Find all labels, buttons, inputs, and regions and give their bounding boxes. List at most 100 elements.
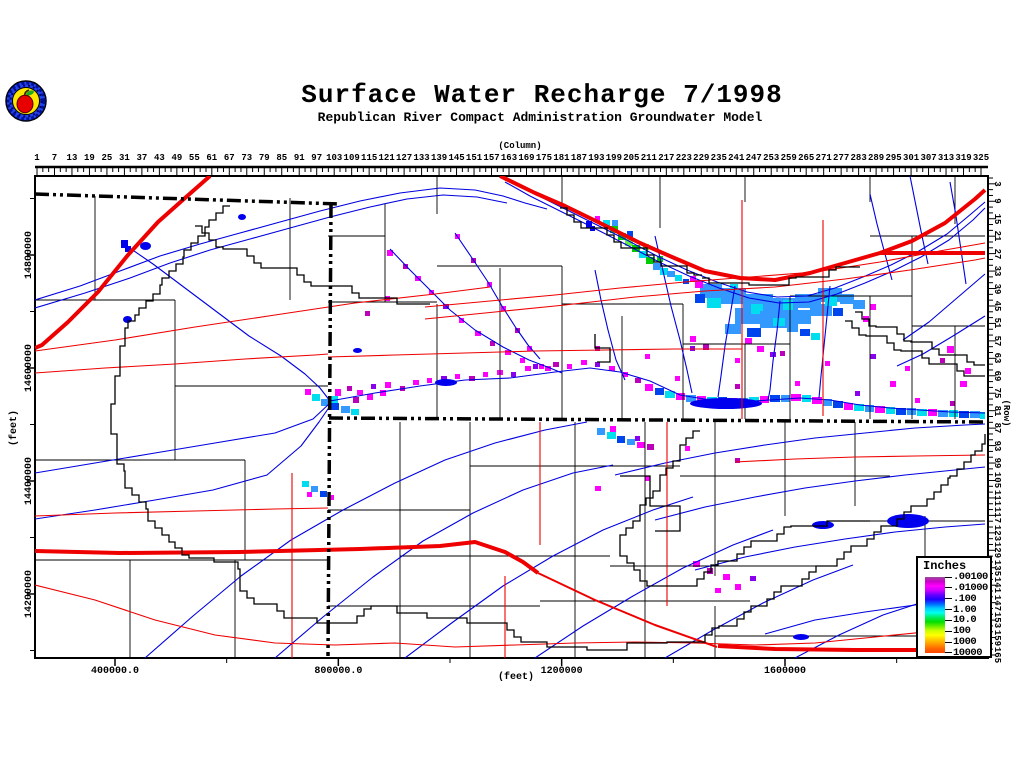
- legend-entry: .100: [945, 592, 977, 605]
- column-tick-label: 145: [448, 153, 465, 163]
- recharge-cell: [618, 233, 626, 240]
- recharge-cell: [545, 366, 551, 371]
- recharge-cell: [380, 390, 386, 396]
- recharge-cell: [321, 399, 330, 406]
- recharge-cell: [770, 352, 776, 357]
- column-tick-label: 31: [119, 153, 130, 163]
- map-canvas: [35, 176, 987, 658]
- recharge-cell: [427, 378, 432, 383]
- column-tick-label: 43: [153, 153, 165, 163]
- recharge-cell: [617, 436, 625, 443]
- recharge-cell: [429, 290, 434, 295]
- recharge-cell: [865, 405, 874, 412]
- recharge-cell: [787, 324, 798, 332]
- recharge-cell: [690, 336, 696, 342]
- column-tick-label: 37: [136, 153, 148, 163]
- recharge-cell: [825, 361, 830, 366]
- column-tick-label: 211: [640, 153, 657, 163]
- recharge-cell: [475, 331, 481, 336]
- recharge-cell: [811, 333, 820, 340]
- recharge-cell: [695, 294, 705, 303]
- recharge-cell: [676, 393, 685, 400]
- recharge-cell: [905, 366, 910, 371]
- recharge-cell: [938, 410, 948, 417]
- page-subtitle: Republican River Compact Administration …: [317, 110, 763, 125]
- recharge-cell: [690, 276, 696, 282]
- recharge-cell: [949, 410, 958, 417]
- map-frame: [34, 175, 989, 659]
- recharge-cell: [760, 311, 772, 320]
- column-tick-label: 247: [745, 153, 762, 163]
- column-tick-label: 97: [311, 153, 323, 163]
- recharge-cell: [787, 310, 811, 324]
- column-tick-label: 223: [675, 153, 692, 163]
- recharge-cell: [735, 384, 740, 389]
- recharge-cell: [833, 401, 843, 408]
- recharge-cell: [586, 221, 592, 228]
- recharge-cell: [635, 378, 641, 383]
- column-tick-label: 325: [972, 153, 990, 163]
- column-tick-label: 19: [84, 153, 95, 163]
- recharge-cell: [539, 364, 544, 369]
- column-tick-label: 91: [293, 153, 305, 163]
- recharge-cell: [840, 294, 854, 304]
- recharge-cell: [125, 246, 131, 252]
- recharge-cell: [693, 561, 700, 567]
- recharge-cell: [646, 257, 654, 264]
- recharge-cell: [675, 275, 682, 281]
- column-tick-label: 319: [955, 153, 972, 163]
- column-tick-label: 283: [850, 153, 867, 163]
- column-tick-label: 169: [518, 153, 535, 163]
- recharge-cell: [750, 576, 756, 581]
- legend-entry: .00100: [945, 571, 988, 583]
- recharge-cell: [341, 406, 350, 413]
- column-tick-label: 127: [396, 153, 413, 163]
- roads-layer: [35, 176, 987, 658]
- column-tick-label: 181: [553, 153, 570, 163]
- column-tick-label: 271: [815, 153, 832, 163]
- recharge-cell: [980, 412, 985, 419]
- legend-title: Inches: [923, 559, 967, 573]
- recharge-cell: [773, 318, 785, 326]
- recharge-cell: [751, 304, 763, 314]
- recharge-cell: [853, 300, 865, 309]
- column-tick-label: 133: [413, 153, 430, 163]
- recharge-cell: [365, 311, 370, 316]
- recharge-cell: [331, 403, 339, 410]
- column-tick-label: 13: [66, 153, 78, 163]
- recharge-cell: [625, 239, 633, 246]
- recharge-cell: [760, 396, 769, 403]
- column-tick-label: 55: [188, 153, 200, 163]
- column-tick-label: 25: [101, 153, 113, 163]
- column-tick-label: 205: [623, 153, 640, 163]
- column-tick-label: 109: [343, 153, 360, 163]
- recharge-cell: [655, 388, 664, 395]
- recharge-cell: [511, 372, 516, 377]
- lakes-layer: [123, 214, 929, 640]
- legend-tick: [945, 619, 952, 621]
- recharge-cell: [581, 360, 587, 365]
- recharge-cell: [915, 398, 920, 403]
- recharge-cell: [747, 328, 761, 337]
- legend-entry-label: .100: [953, 592, 977, 605]
- column-tick-label: 175: [535, 153, 553, 163]
- recharge-cell: [527, 346, 532, 351]
- recharge-cell: [855, 391, 860, 396]
- recharge-cell: [483, 372, 488, 377]
- recharge-cell: [610, 426, 616, 432]
- recharge-cell: [965, 368, 971, 374]
- recharge-cell: [870, 304, 876, 310]
- column-tick-label: 295: [885, 153, 902, 163]
- recharge-cell: [723, 574, 730, 580]
- recharge-cell: [896, 408, 906, 415]
- column-tick-label: 103: [326, 153, 343, 163]
- legend-entry: 1.00: [945, 604, 977, 616]
- recharge-cell: [675, 376, 680, 381]
- column-tick-label: 67: [223, 153, 235, 163]
- bottom-feet-tick-label: 400000.0: [90, 666, 140, 677]
- agency-seal-logo: [4, 78, 48, 124]
- bottom-feet-tick-label: 1600000: [763, 666, 807, 677]
- recharge-cell: [595, 362, 600, 367]
- recharge-cell: [609, 366, 615, 371]
